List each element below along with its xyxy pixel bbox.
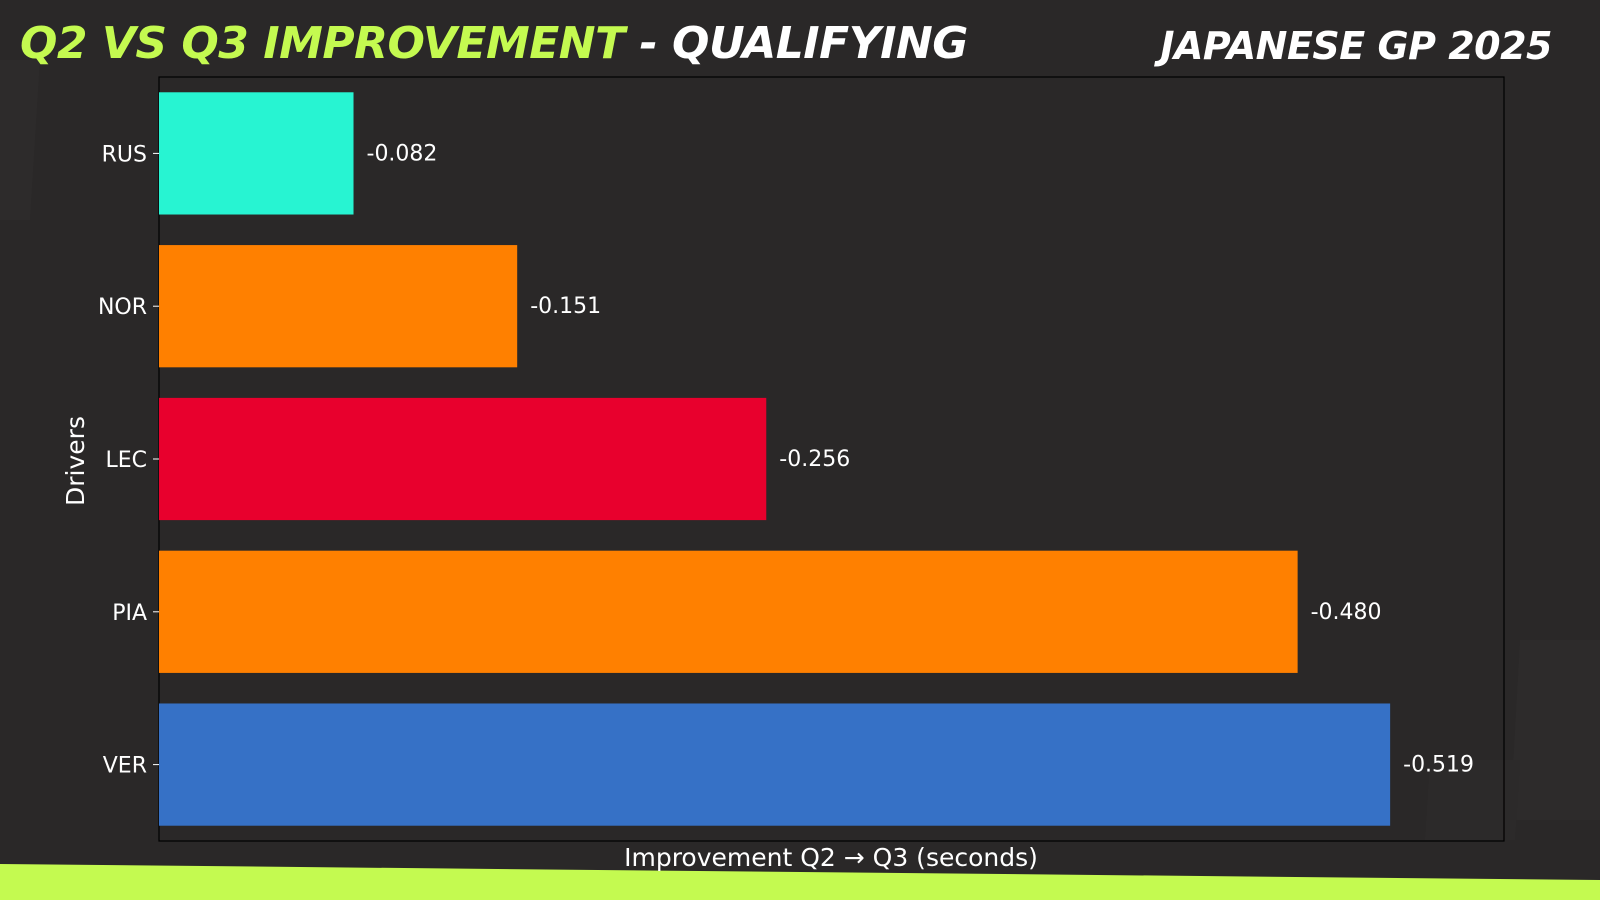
- chart-title: Q2 VS Q3 IMPROVEMENT - QUALIFYING: [20, 14, 968, 74]
- background-pattern: [0, 60, 1600, 840]
- bar-lec: [159, 397, 767, 521]
- chart-title-accent: Q2 VS Q3 IMPROVEMENT: [20, 18, 625, 69]
- bars-layer: [159, 92, 1391, 826]
- bottom-stripe: [0, 864, 1600, 900]
- chart-title-rest: - QUALIFYING: [624, 18, 968, 69]
- value-labels-layer: -0.082 -0.151 -0.256 -0.480 -0.519: [367, 141, 1475, 777]
- y-tick-label: RUS: [102, 142, 147, 167]
- bar-rus: [159, 92, 354, 215]
- bar-pia: [159, 550, 1298, 673]
- y-tick-label: NOR: [98, 295, 147, 320]
- x-axis-label: Improvement Q2 → Q3 (seconds): [624, 843, 1038, 872]
- y-tick-label: PIA: [112, 601, 147, 626]
- value-label: -0.480: [1311, 600, 1382, 625]
- value-label: -0.151: [530, 294, 601, 319]
- y-tick-label: VER: [103, 754, 147, 779]
- value-label: -0.256: [779, 447, 850, 472]
- value-label: -0.082: [367, 141, 438, 166]
- y-ticks-layer: RUS NOR LEC PIA VER: [98, 142, 159, 779]
- y-tick-label: LEC: [105, 448, 147, 473]
- y-axis-label: Drivers: [61, 416, 90, 506]
- bar-nor: [159, 245, 518, 368]
- event-title: JAPANESE GP 2025: [1160, 24, 1552, 68]
- value-label: -0.519: [1403, 753, 1474, 778]
- bar-ver: [159, 703, 1391, 826]
